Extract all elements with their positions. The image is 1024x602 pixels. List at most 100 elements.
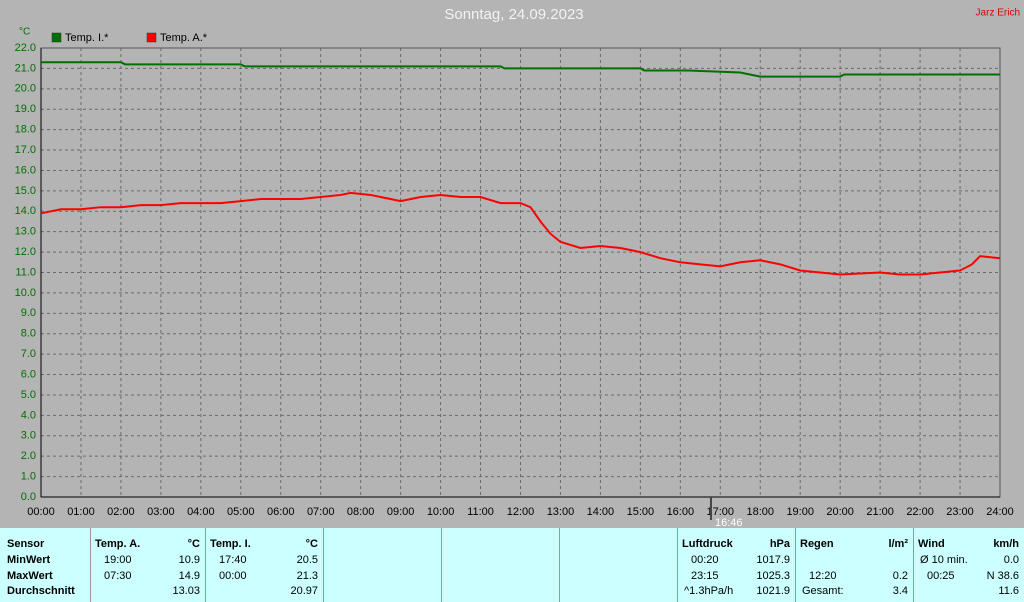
column-header: Regen bbox=[800, 538, 834, 550]
x-tick-label: 23:00 bbox=[946, 506, 974, 518]
column-unit: l/m² bbox=[888, 538, 908, 550]
y-tick-label: 17.0 bbox=[15, 144, 36, 156]
x-tick-label: 22:00 bbox=[906, 506, 934, 518]
x-tick-label: 17:00 bbox=[707, 506, 735, 518]
column-unit: °C bbox=[305, 538, 318, 550]
y-tick-label: 6.0 bbox=[21, 368, 36, 380]
column-separator bbox=[677, 528, 678, 602]
time-marker-label: 16:46 bbox=[715, 517, 743, 528]
y-tick-label: 18.0 bbox=[15, 124, 36, 136]
column-separator bbox=[90, 528, 91, 602]
value-cell: 13.03 bbox=[172, 585, 200, 597]
stats-table: Sensor MinWert MaxWert Durchschnitt Temp. A.… bbox=[0, 528, 1024, 602]
series-line bbox=[40, 191, 1001, 276]
value-cell: 20.97 bbox=[290, 585, 318, 597]
column-separator bbox=[559, 528, 560, 602]
x-tick-label: 06:00 bbox=[267, 506, 295, 518]
x-tick-label: 07:00 bbox=[307, 506, 335, 518]
time-cell: Gesamt: bbox=[802, 585, 844, 597]
legend-label: Temp. A.* bbox=[160, 32, 208, 44]
column-header: Temp. I. bbox=[210, 538, 251, 550]
x-tick-label: 05:00 bbox=[227, 506, 255, 518]
y-tick-label: 20.0 bbox=[15, 83, 36, 95]
value-cell: 1021.9 bbox=[756, 585, 790, 597]
legend-swatch bbox=[146, 32, 157, 43]
value-cell: 21.3 bbox=[296, 570, 318, 582]
time-cell: 00:00 bbox=[219, 570, 247, 582]
column-separator bbox=[913, 528, 914, 602]
column-separator bbox=[323, 528, 324, 602]
y-tick-label: 11.0 bbox=[15, 266, 36, 278]
y-tick-label: 10.0 bbox=[15, 287, 36, 299]
time-cell: Ø 10 min. bbox=[920, 554, 968, 566]
x-tick-label: 09:00 bbox=[387, 506, 415, 518]
x-tick-label: 16:00 bbox=[667, 506, 695, 518]
series-line bbox=[41, 61, 1000, 78]
y-tick-label: 0.0 bbox=[21, 491, 36, 503]
y-tick-label: 1.0 bbox=[21, 470, 36, 482]
row-label: Durchschnitt bbox=[7, 585, 75, 597]
author: Jarz Erich bbox=[976, 8, 1020, 19]
x-tick-label: 11:00 bbox=[467, 506, 494, 518]
x-tick-label: 15:00 bbox=[627, 506, 655, 518]
time-cell: 19:00 bbox=[104, 554, 132, 566]
x-tick-label: 24:00 bbox=[986, 506, 1014, 518]
x-tick-label: 01:00 bbox=[67, 506, 95, 518]
column-header: Temp. A. bbox=[95, 538, 141, 550]
x-tick-label: 20:00 bbox=[826, 506, 854, 518]
x-tick-label: 00:00 bbox=[27, 506, 55, 518]
y-tick-label: 22.0 bbox=[15, 42, 36, 54]
y-tick-label: 2.0 bbox=[21, 450, 36, 462]
y-tick-label: 8.0 bbox=[21, 328, 36, 340]
value-cell: 20.5 bbox=[296, 554, 318, 566]
value-cell: 0.2 bbox=[892, 570, 908, 582]
x-tick-label: 13:00 bbox=[547, 506, 575, 518]
column-separator bbox=[795, 528, 796, 602]
value-cell: 1025.3 bbox=[756, 570, 790, 582]
column-unit: °C bbox=[187, 538, 200, 550]
time-cell: 12:20 bbox=[809, 570, 837, 582]
value-cell: 3.4 bbox=[892, 585, 908, 597]
value-cell: 14.9 bbox=[178, 570, 200, 582]
legend-label: Temp. I.* bbox=[65, 32, 109, 44]
value-cell: 0.0 bbox=[1003, 554, 1019, 566]
x-tick-label: 08:00 bbox=[347, 506, 375, 518]
x-tick-label: 12:00 bbox=[507, 506, 535, 518]
x-tick-label: 04:00 bbox=[187, 506, 215, 518]
y-tick-label: 4.0 bbox=[21, 409, 36, 421]
y-tick-label: 14.0 bbox=[15, 205, 36, 217]
time-cell: 07:30 bbox=[104, 570, 132, 582]
time-cell: 00:20 bbox=[691, 554, 719, 566]
y-tick-label: 19.0 bbox=[15, 103, 36, 115]
y-axis-label: °C bbox=[19, 27, 30, 38]
y-tick-label: 15.0 bbox=[15, 185, 36, 197]
x-tick-label: 19:00 bbox=[786, 506, 814, 518]
value-cell: 11.6 bbox=[998, 585, 1019, 597]
column-unit: km/h bbox=[993, 538, 1019, 550]
column-separator bbox=[441, 528, 442, 602]
y-tick-label: 16.0 bbox=[15, 164, 36, 176]
value-cell: N 38.6 bbox=[986, 570, 1019, 582]
y-tick-label: 7.0 bbox=[21, 348, 36, 360]
column-unit: hPa bbox=[769, 538, 790, 550]
row-label: Sensor bbox=[7, 538, 45, 550]
y-tick-label: 12.0 bbox=[15, 246, 36, 258]
row-label: MaxWert bbox=[7, 570, 53, 582]
y-tick-label: 5.0 bbox=[21, 389, 36, 401]
y-tick-label: 9.0 bbox=[21, 307, 36, 319]
row-label: MinWert bbox=[7, 554, 51, 566]
value-cell: 1017.9 bbox=[756, 554, 790, 566]
column-separator bbox=[205, 528, 206, 602]
x-tick-label: 14:00 bbox=[587, 506, 615, 518]
x-tick-label: 18:00 bbox=[746, 506, 774, 518]
x-tick-label: 02:00 bbox=[107, 506, 135, 518]
time-cell: 23:15 bbox=[691, 570, 719, 582]
chart: Sonntag, 24.09.2023 Jarz Erich °C 0.0 1.0… bbox=[15, 6, 1020, 528]
time-cell: 00:25 bbox=[927, 570, 955, 582]
column-header: Luftdruck bbox=[682, 538, 733, 550]
y-tick-label: 13.0 bbox=[15, 226, 36, 238]
y-tick-label: 3.0 bbox=[21, 430, 36, 442]
column-header: Wind bbox=[918, 538, 945, 550]
chart-title: Sonntag, 24.09.2023 bbox=[444, 6, 583, 23]
